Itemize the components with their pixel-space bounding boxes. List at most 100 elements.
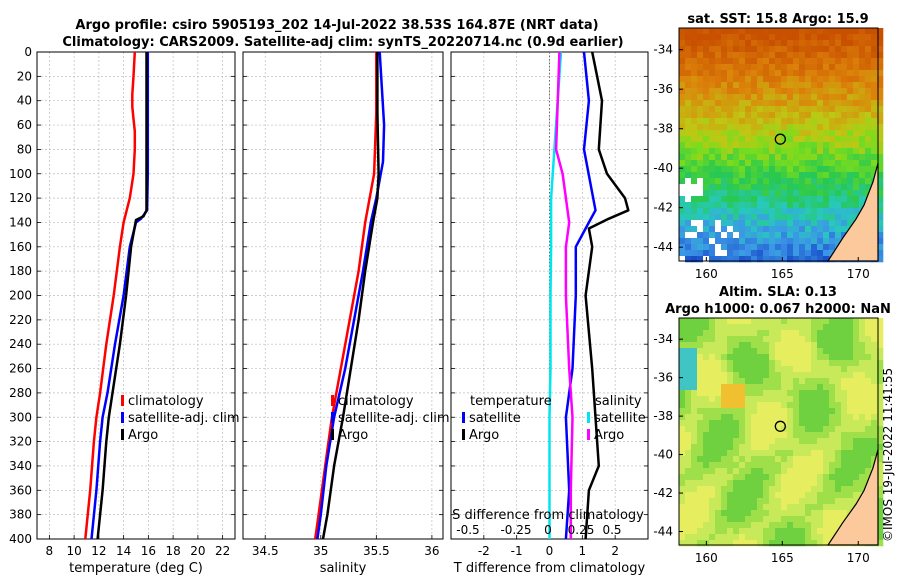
map-cell	[781, 486, 788, 493]
map-cell	[847, 160, 854, 167]
map-cell	[733, 342, 740, 349]
map-cell	[697, 438, 704, 445]
map-cell	[733, 390, 740, 397]
map-cell	[823, 384, 830, 391]
map-cell	[739, 202, 746, 209]
map-cell	[679, 354, 686, 361]
map-cell	[835, 444, 842, 451]
map-cell	[787, 516, 794, 523]
map-cell	[739, 318, 746, 325]
y-tick-label: 140	[9, 215, 32, 229]
map-cell	[757, 360, 764, 367]
map-cell	[817, 354, 824, 361]
map-cell	[865, 94, 872, 101]
map-cell	[859, 324, 866, 331]
map-cell	[799, 318, 806, 325]
map-cell	[835, 468, 842, 475]
map-cell	[835, 504, 842, 511]
map-cell	[757, 456, 764, 463]
map-cell	[751, 112, 758, 119]
map-cell	[877, 504, 884, 511]
map-cell	[679, 76, 686, 83]
map-cell	[727, 384, 734, 391]
y-tick-label: 60	[17, 118, 32, 132]
map-cell	[829, 408, 836, 415]
map-cell	[835, 34, 842, 41]
map-cell	[823, 34, 830, 41]
map-cell	[787, 130, 794, 137]
map-cell	[679, 324, 686, 331]
map-cell	[865, 88, 872, 95]
map-cell	[847, 438, 854, 445]
map-cell	[697, 244, 704, 251]
map-cell	[877, 214, 884, 221]
map-cell	[679, 130, 686, 137]
map-cell	[727, 28, 734, 35]
map-cell	[877, 324, 884, 331]
map-cell	[847, 342, 854, 349]
map-cell	[757, 390, 764, 397]
map-cell	[751, 516, 758, 523]
map-cell	[733, 160, 740, 167]
map-cell	[727, 208, 734, 215]
map-cell	[685, 408, 692, 415]
map-cell	[709, 34, 716, 41]
map-cell	[877, 172, 884, 179]
satellite-clim-line	[90, 52, 150, 540]
map-cell	[823, 486, 830, 493]
map-cell	[775, 336, 782, 343]
map-cell	[697, 456, 704, 463]
map-cell	[691, 510, 698, 517]
map-cell	[691, 112, 698, 119]
map-cell	[763, 166, 770, 173]
map-cell	[799, 190, 806, 197]
map-cell	[853, 46, 860, 53]
map-cell	[697, 468, 704, 475]
map-cell	[871, 372, 878, 379]
map-cell	[685, 324, 692, 331]
map-cell	[811, 528, 818, 535]
map-cell	[679, 196, 686, 203]
map-cell	[679, 510, 686, 517]
map-cell	[757, 342, 764, 349]
map-cell	[709, 492, 716, 499]
x-tick-label: 160	[695, 267, 718, 281]
map-cell	[679, 414, 686, 421]
map-cell	[871, 64, 878, 71]
map-cell	[709, 190, 716, 197]
map-cell	[835, 94, 842, 101]
map-cell	[697, 324, 704, 331]
map-cell	[847, 202, 854, 209]
map-cell	[721, 112, 728, 119]
map-cell	[853, 366, 860, 373]
map-cell	[733, 124, 740, 131]
map-cell	[805, 58, 812, 65]
map-cell	[865, 336, 872, 343]
map-cell	[697, 40, 704, 47]
map-cell	[841, 64, 848, 71]
map-cell	[709, 498, 716, 505]
map-cell	[781, 184, 788, 191]
map-cell	[835, 208, 842, 215]
map-cell	[811, 450, 818, 457]
map-cell	[751, 426, 758, 433]
map-cell	[757, 498, 764, 505]
map-cell	[793, 504, 800, 511]
map-cell	[769, 348, 776, 355]
map-cell	[727, 468, 734, 475]
map-cell	[727, 76, 734, 83]
map-cell	[811, 70, 818, 77]
map-cell	[793, 528, 800, 535]
map-cell	[775, 226, 782, 233]
map-cell	[811, 118, 818, 125]
map-cell	[817, 348, 824, 355]
map-cell	[781, 190, 788, 197]
map-cell	[757, 64, 764, 71]
s-argo-line	[554, 51, 574, 539]
map-cell	[751, 244, 758, 251]
x-tick-label: 36	[424, 544, 439, 558]
map-cell	[709, 426, 716, 433]
map-cell	[793, 420, 800, 427]
map-cell	[745, 94, 752, 101]
map-cell	[739, 172, 746, 179]
